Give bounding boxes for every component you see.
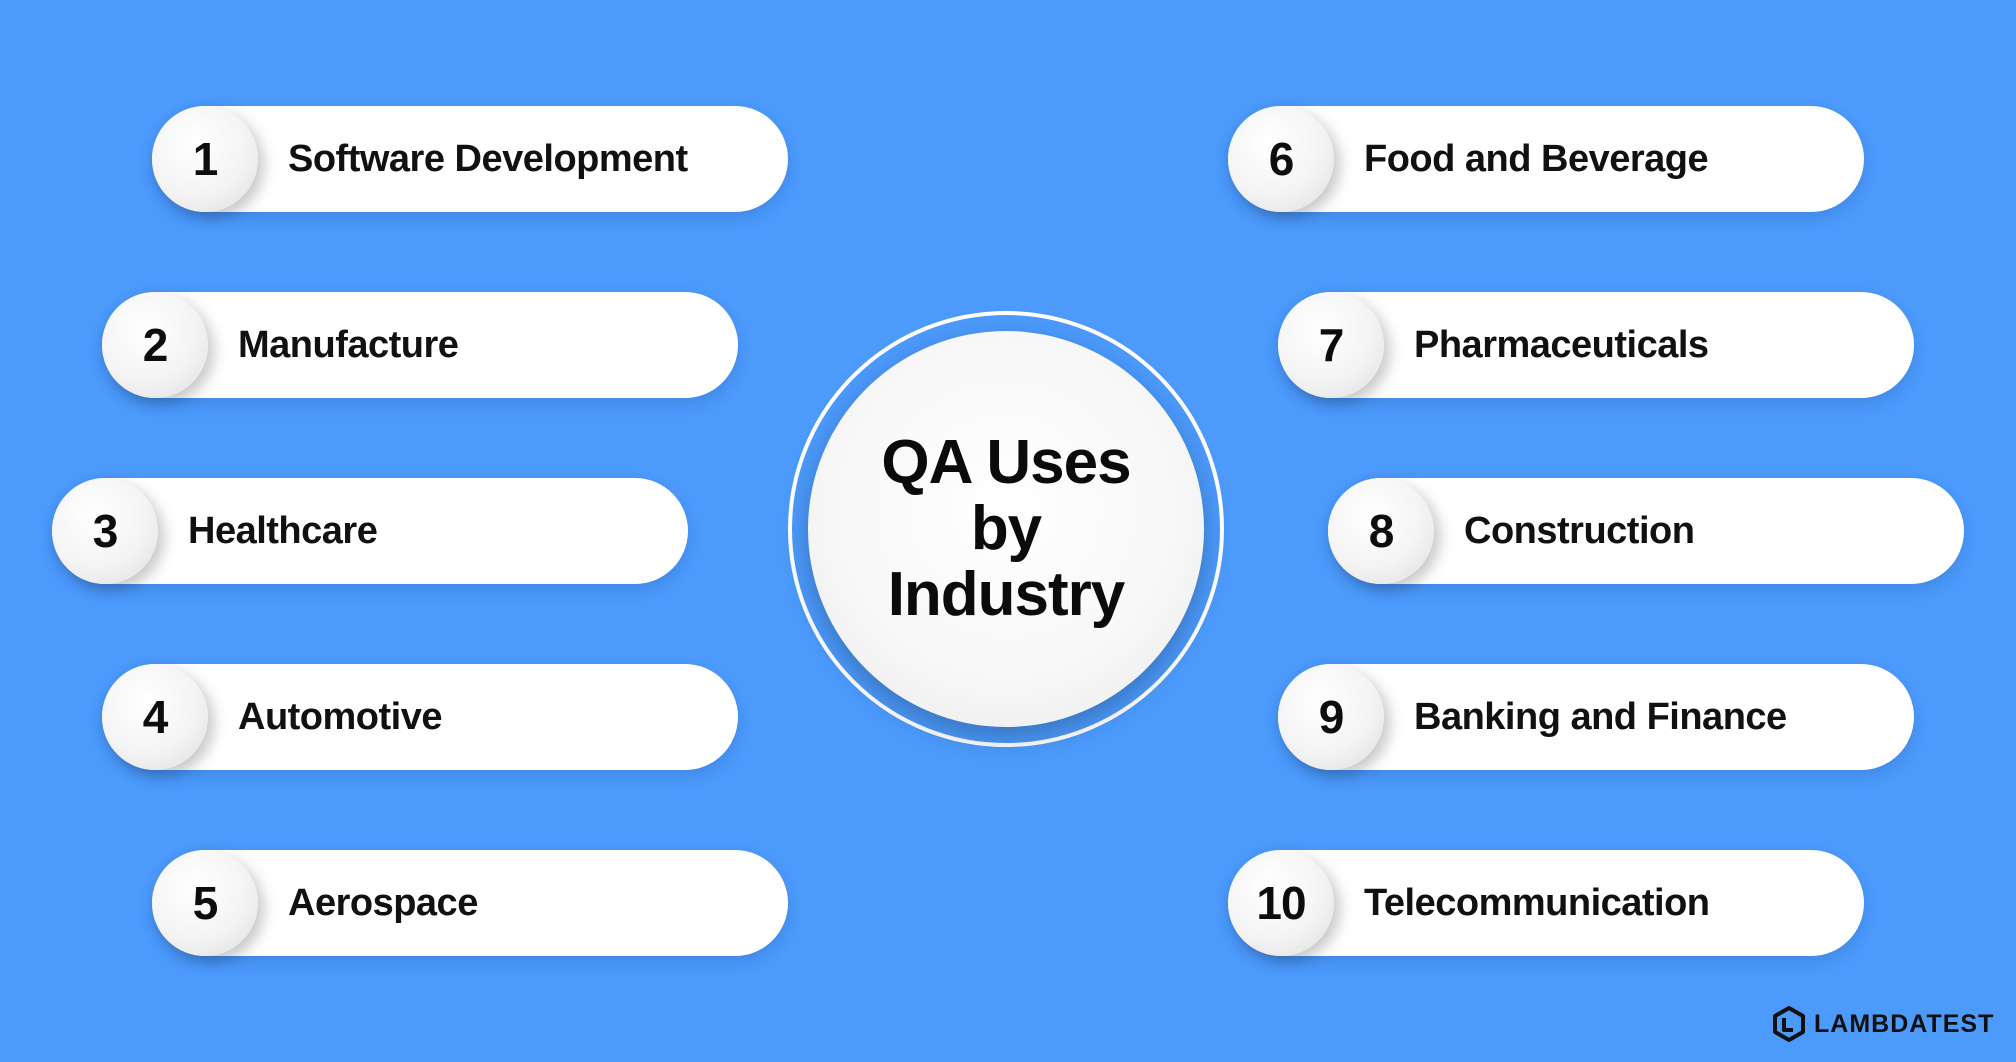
industry-number: 8 — [1328, 478, 1434, 584]
industry-item-8: 8 Construction — [1328, 478, 1964, 584]
industry-number: 6 — [1228, 106, 1334, 212]
industry-number: 4 — [102, 664, 208, 770]
industry-label: Manufacture — [238, 324, 459, 366]
industry-number: 1 — [152, 106, 258, 212]
industry-item-1: 1 Software Development — [152, 106, 788, 212]
industry-item-7: 7 Pharmaceuticals — [1278, 292, 1914, 398]
industry-label: Aerospace — [288, 882, 478, 924]
industry-item-3: 3 Healthcare — [52, 478, 688, 584]
industry-number: 9 — [1278, 664, 1384, 770]
industry-label: Food and Beverage — [1364, 138, 1709, 180]
industry-label: Banking and Finance — [1414, 696, 1787, 738]
industry-item-4: 4 Automotive — [102, 664, 738, 770]
industry-item-5: 5 Aerospace — [152, 850, 788, 956]
industry-label: Pharmaceuticals — [1414, 324, 1709, 366]
industry-number: 7 — [1278, 292, 1384, 398]
industry-number: 3 — [52, 478, 158, 584]
industry-number: 2 — [102, 292, 208, 398]
industry-label: Telecommunication — [1364, 882, 1710, 924]
industry-label: Healthcare — [188, 510, 378, 552]
industry-label: Automotive — [238, 696, 443, 738]
center-circle: QA Uses by Industry — [808, 331, 1204, 727]
brand-name: LAMBDATEST — [1814, 1009, 1995, 1038]
industry-item-10: 10 Telecommunication — [1228, 850, 1864, 956]
industry-label: Construction — [1464, 510, 1695, 552]
lambdatest-logo-icon — [1773, 1006, 1805, 1042]
industry-number: 10 — [1228, 850, 1334, 956]
industry-number: 5 — [152, 850, 258, 956]
industry-label: Software Development — [288, 138, 688, 180]
center-ring — [788, 311, 1224, 747]
industry-item-2: 2 Manufacture — [102, 292, 738, 398]
center-title: QA Uses by Industry — [881, 428, 1131, 629]
industry-item-9: 9 Banking and Finance — [1278, 664, 1914, 770]
brand-logo: LAMBDATEST — [1772, 1004, 1994, 1044]
industry-item-6: 6 Food and Beverage — [1228, 106, 1864, 212]
